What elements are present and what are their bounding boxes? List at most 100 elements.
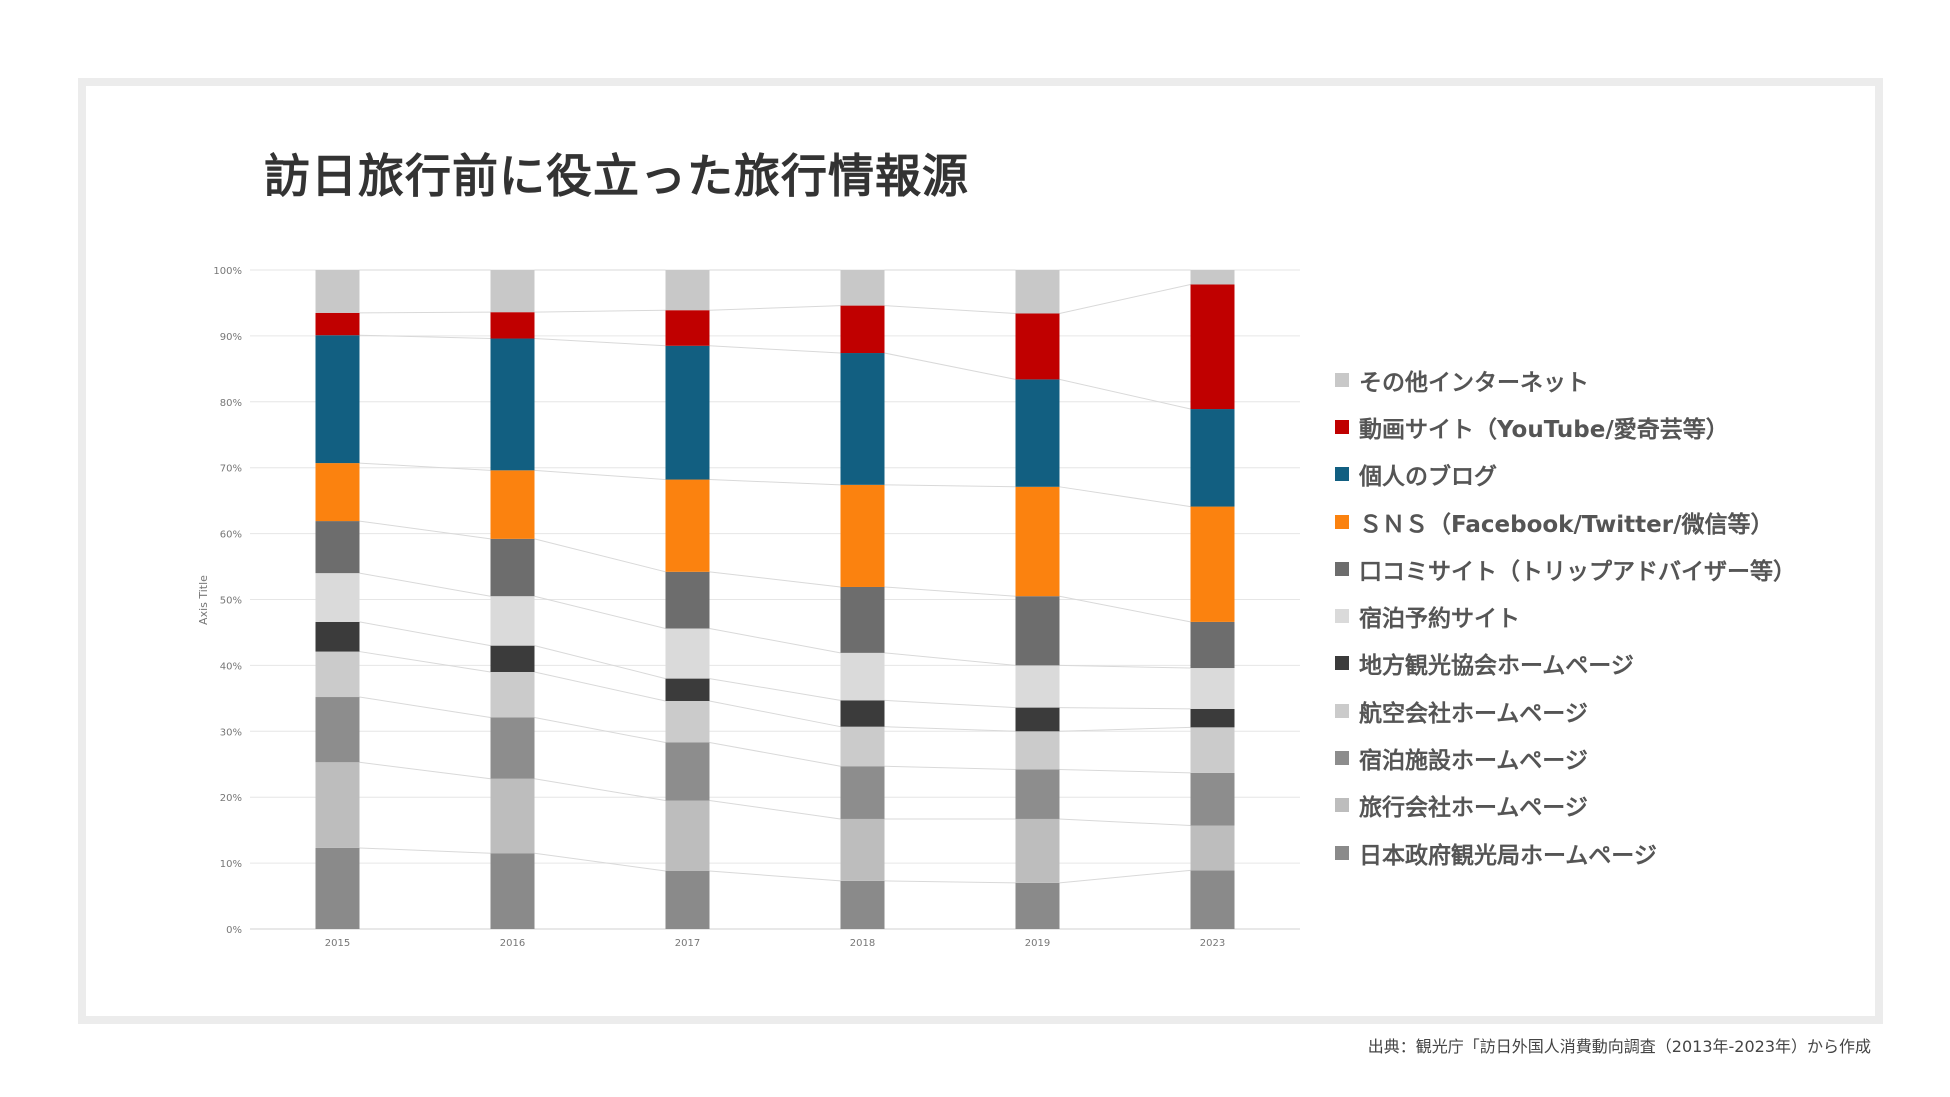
bar-segment (315, 521, 360, 574)
series-line (709, 571, 841, 588)
legend-item: 宿泊施設ホームページ (1335, 734, 1796, 781)
bar-segment (1190, 727, 1235, 773)
bar-segment (1190, 506, 1235, 622)
series-line (884, 699, 1016, 709)
legend-item: 口コミサイト（トリップアドバイザー等） (1335, 545, 1796, 592)
legend-swatch (1335, 751, 1349, 766)
series-line (709, 305, 841, 311)
series-line (534, 538, 666, 573)
legend-label: 宿泊施設ホームページ (1359, 748, 1588, 775)
bar-segment (840, 270, 885, 306)
bar-segment (1190, 825, 1235, 871)
series-line (359, 651, 491, 673)
series-line (709, 345, 841, 354)
bar-segment (840, 880, 885, 929)
series-line (709, 678, 841, 701)
legend-label: 動画サイト（YouTube/愛奇芸等） (1359, 416, 1729, 443)
bar-segment (1015, 270, 1060, 314)
bar-segment (490, 596, 535, 646)
series-line (884, 652, 1016, 666)
bar-segment (665, 871, 710, 929)
bar-segment (315, 697, 360, 763)
legend-swatch (1335, 561, 1349, 576)
bar-segment (1190, 708, 1235, 728)
bar-segment (1190, 870, 1235, 929)
y-tick-label: 30% (220, 727, 242, 738)
bar-segment (1015, 313, 1060, 380)
legend-label: 口コミサイト（トリップアドバイザー等） (1359, 558, 1796, 585)
series-line (1059, 284, 1191, 314)
legend-item: 地方観光協会ホームページ (1335, 640, 1796, 687)
bar-segment (1015, 486, 1060, 597)
legend-swatch (1335, 609, 1349, 624)
bar-segment (1015, 379, 1060, 487)
legend-swatch (1335, 372, 1349, 387)
bar-segment (840, 652, 885, 701)
series-line (1059, 726, 1191, 732)
bar-segment (490, 778, 535, 854)
series-line (1059, 378, 1191, 410)
x-axis-ticks: 2015 2016 2017 2018 2019 2023 (325, 938, 1225, 949)
bar-segment (665, 270, 710, 311)
legend-label: 個人のブログ (1359, 464, 1497, 491)
legend-label: 航空会社ホームページ (1359, 700, 1588, 727)
bar-segment (315, 651, 360, 698)
series-line (884, 586, 1016, 597)
y-axis-title: Axis Title (197, 575, 210, 625)
series-line (534, 645, 666, 680)
bars (315, 270, 1235, 929)
x-tick-label: 2016 (500, 938, 525, 949)
series-line (1059, 486, 1191, 508)
bar-segment (840, 586, 885, 653)
bar-segment (1190, 270, 1235, 285)
series-line (1059, 869, 1191, 884)
x-tick-label: 2015 (325, 938, 350, 949)
x-tick-label: 2019 (1025, 938, 1050, 949)
bar-segment (840, 726, 885, 767)
legend-swatch (1335, 419, 1349, 434)
bar-segment (665, 571, 710, 629)
y-tick-label: 70% (220, 464, 242, 475)
legend-swatch (1335, 467, 1349, 482)
bar-segment (490, 338, 535, 471)
y-tick-label: 80% (220, 398, 242, 409)
series-line (534, 716, 666, 743)
bar-segment (315, 463, 360, 522)
series-line (884, 765, 1016, 771)
bar-segment (1015, 707, 1060, 732)
bar-segment (1190, 772, 1235, 826)
series-line (884, 352, 1016, 380)
bar-segment (840, 305, 885, 354)
series-line (709, 799, 841, 820)
bar-segment (490, 538, 535, 597)
x-tick-label: 2023 (1200, 938, 1225, 949)
series-line (359, 334, 491, 340)
series-line (534, 595, 666, 629)
y-axis-ticks: 0% 10% 20% 30% 40% 50% 60% 70% 80% 90% 100% (213, 266, 242, 936)
x-tick-label: 2018 (850, 938, 875, 949)
series-line (709, 628, 841, 654)
y-tick-label: 50% (220, 596, 242, 607)
bar-segment (665, 742, 710, 801)
chart-title: 訪日旅行前に役立った旅行情報源 (264, 149, 969, 203)
bar-segment (1015, 665, 1060, 708)
bar-segment (840, 766, 885, 819)
bar-segment (490, 312, 535, 339)
bar-segment (315, 270, 360, 313)
bar-segment (315, 762, 360, 848)
bar-segment (315, 335, 360, 464)
bar-segment (315, 573, 360, 622)
bar-segment (840, 353, 885, 485)
y-tick-label: 0% (226, 925, 242, 936)
legend-label: 日本政府観光局ホームページ (1359, 842, 1657, 869)
legend-label: 旅行会社ホームページ (1359, 795, 1588, 822)
series-line (359, 621, 491, 647)
series-line (359, 572, 491, 597)
bar-segment (665, 479, 710, 572)
bar-segment (1015, 731, 1060, 770)
series-lines (359, 269, 1191, 884)
legend-label: 宿泊予約サイト (1359, 606, 1520, 633)
y-tick-label: 100% (213, 266, 242, 277)
series-line (884, 305, 1016, 314)
